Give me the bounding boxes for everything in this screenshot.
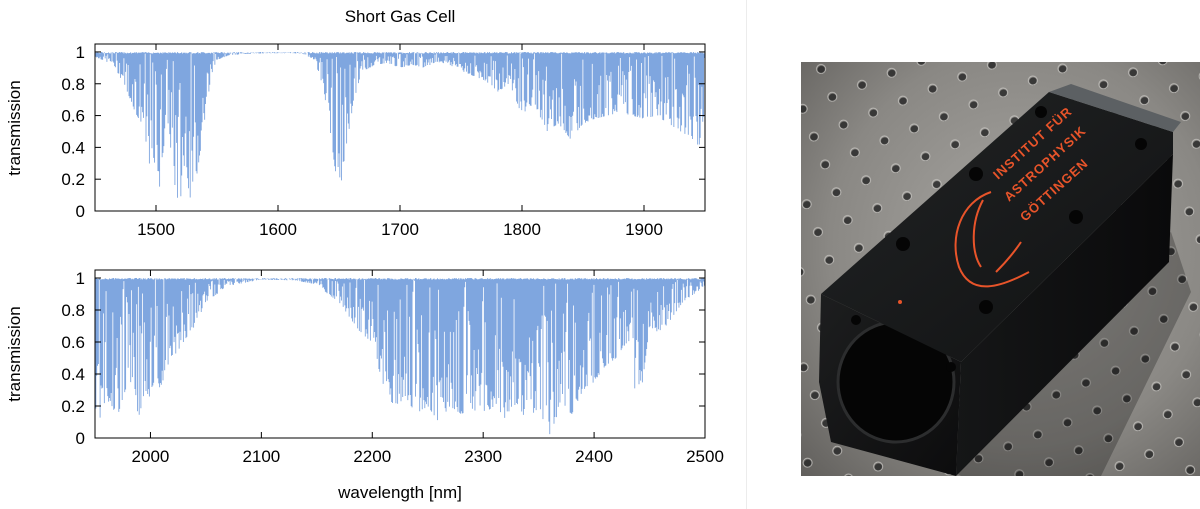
x-tick-label: 2000 [132, 447, 170, 466]
cell-top-face [821, 92, 1173, 362]
x-tick-label: 1900 [625, 220, 663, 239]
x-tick-label: 1600 [259, 220, 297, 239]
top-screw-5 [1035, 106, 1047, 118]
top-screw-2 [969, 167, 983, 181]
engraved-logo [954, 191, 1030, 288]
x-tick-label: 1700 [381, 220, 419, 239]
y-tick-label: 0.2 [61, 170, 85, 189]
x-tick-label: 1800 [503, 220, 541, 239]
y-tick-label: 0.8 [61, 301, 85, 320]
top-screw-6 [1135, 138, 1147, 150]
panel-divider [746, 0, 747, 509]
y-tick-label: 1 [76, 269, 85, 288]
top-screw-1 [896, 237, 910, 251]
gas-cell-photo: INSTITUT FÜR ASTROPHYSIK GÖTTINGEN [801, 62, 1200, 476]
front-screw-2 [946, 362, 956, 372]
y-tick-label: 0.8 [61, 75, 85, 94]
y-tick-label: 0.6 [61, 333, 85, 352]
x-tick-label: 2100 [242, 447, 280, 466]
y-tick-label: 1 [76, 43, 85, 62]
plot-bottom-ylabel: transmission [5, 306, 24, 401]
indicator-dot [898, 300, 902, 304]
y-tick-label: 0.4 [61, 365, 85, 384]
front-screw-1 [851, 315, 861, 325]
x-tick-label: 1500 [137, 220, 175, 239]
cell-end-cap [1049, 84, 1181, 132]
figure-title: Short Gas Cell [345, 7, 456, 26]
x-tick-label: 2400 [575, 447, 613, 466]
y-tick-label: 0.4 [61, 138, 85, 157]
plot-top-ylabel: transmission [5, 80, 24, 175]
x-tick-label: 2300 [464, 447, 502, 466]
y-tick-label: 0.6 [61, 107, 85, 126]
spectrum-series-1 [95, 278, 705, 435]
y-tick-label: 0 [76, 429, 85, 448]
y-tick-label: 0 [76, 202, 85, 221]
plot-bottom: transmission 2000 2100 2200 2300 2400 2500 0 0.… [5, 269, 724, 466]
top-screw-4 [1069, 210, 1083, 224]
x-tick-label: 2200 [353, 447, 391, 466]
x-axis-label: wavelength [nm] [337, 483, 462, 502]
spectrum-series-0 [95, 51, 705, 198]
y-tick-label: 0.2 [61, 397, 85, 416]
plot-bottom-frame [94, 269, 706, 439]
x-tick-label: 2500 [686, 447, 724, 466]
plot-top: transmission 1500 1600 1700 1800 1900 0 0.2 0.4… [5, 43, 706, 239]
cell-side-face [956, 154, 1173, 476]
top-screw-3 [979, 300, 993, 314]
